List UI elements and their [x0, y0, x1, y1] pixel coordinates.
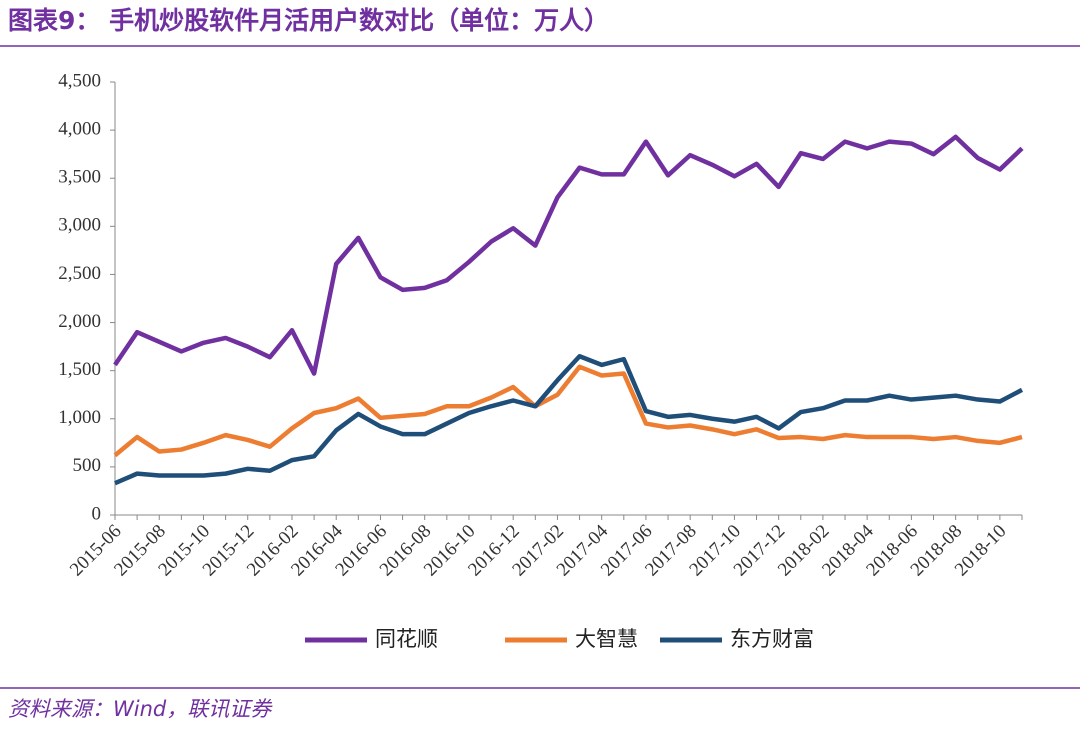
legend-label: 大智慧	[575, 627, 638, 651]
y-tick-label: 4,000	[58, 118, 101, 139]
y-tick-label: 4,500	[58, 70, 101, 91]
y-tick-label: 3,000	[58, 215, 101, 236]
source-note: 资料来源：Wind，联讯证券	[8, 697, 273, 721]
y-tick-label: 0	[92, 503, 102, 524]
y-tick-label: 1,000	[58, 407, 101, 428]
legend-label: 东方财富	[730, 627, 814, 651]
chart-title: 图表9： 手机炒股软件月活用户数对比（单位：万人）	[8, 6, 609, 35]
y-tick-label: 500	[73, 455, 102, 476]
series-line	[114, 353, 1024, 486]
y-tick-label: 1,500	[58, 359, 101, 380]
y-tick-label: 2,500	[58, 263, 101, 284]
series-line	[113, 134, 1024, 376]
y-tick-label: 3,500	[58, 167, 101, 188]
y-tick-label: 2,000	[58, 311, 101, 332]
series-line	[113, 364, 1023, 458]
legend-label: 同花顺	[375, 627, 438, 651]
